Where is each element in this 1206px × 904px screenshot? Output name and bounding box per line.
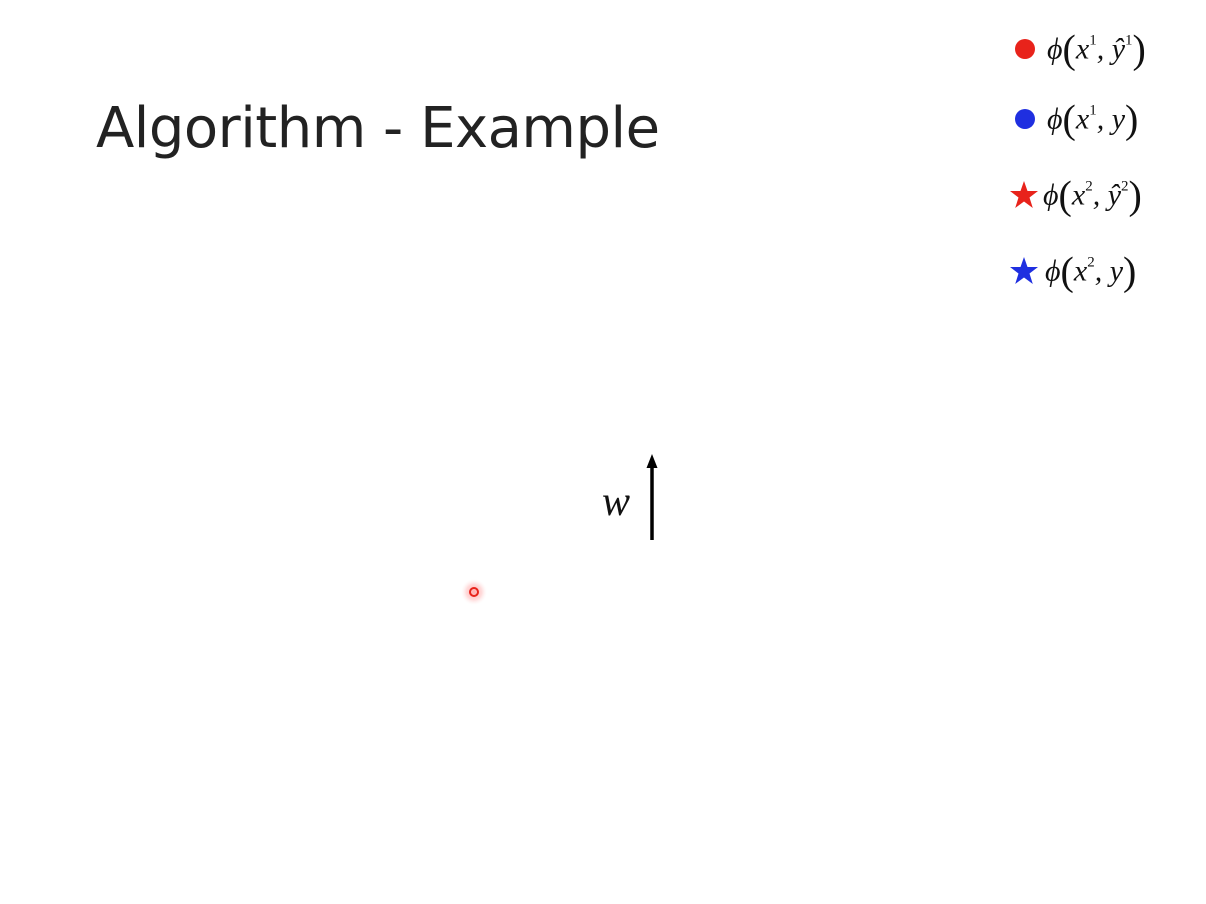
w-vector-label: w — [602, 479, 631, 525]
y-var: ŷ — [1111, 32, 1126, 66]
x-superscript: 1 — [1089, 102, 1097, 119]
legend-label: ϕ(x1, ŷ1) — [1047, 26, 1146, 72]
red-circle-icon — [1015, 39, 1035, 59]
x-var: x — [1075, 32, 1090, 66]
phi-symbol: ϕ — [1047, 102, 1063, 136]
legend-label: ϕ(x2, y) — [1045, 248, 1137, 294]
x-var: x — [1075, 102, 1090, 136]
y-superscript: 2 — [1121, 178, 1129, 195]
w-vector: w — [598, 452, 668, 544]
blue-circle-icon — [1015, 109, 1035, 129]
legend-label: ϕ(x1, y) — [1047, 96, 1139, 142]
x-superscript: 2 — [1085, 178, 1093, 195]
y-var: ŷ — [1107, 178, 1122, 212]
x-var: x — [1073, 254, 1088, 288]
slide-title: Algorithm - Example — [96, 96, 660, 161]
y-superscript: 1 — [1125, 32, 1133, 49]
x-superscript: 1 — [1089, 32, 1097, 49]
legend-item-blue-circle: ϕ(x1, y) — [1005, 84, 1200, 154]
x-var: x — [1071, 178, 1086, 212]
legend-item-red-circle: ϕ(x1, ŷ1) — [1005, 14, 1200, 84]
phi-symbol: ϕ — [1045, 254, 1061, 288]
phi-symbol: ϕ — [1043, 178, 1059, 212]
legend-item-blue-star: ϕ(x2, y) — [1005, 236, 1200, 306]
y-var: y — [1109, 254, 1124, 288]
phi-symbol: ϕ — [1047, 32, 1063, 66]
red-star-icon — [1010, 181, 1038, 208]
y-var: y — [1111, 102, 1126, 136]
laser-pointer-icon — [461, 579, 487, 605]
legend-item-red-star: ϕ(x2, ŷ2) — [1005, 160, 1200, 230]
x-superscript: 2 — [1087, 254, 1095, 271]
blue-star-icon — [1010, 257, 1038, 284]
legend-label: ϕ(x2, ŷ2) — [1043, 172, 1142, 218]
up-arrow-icon — [646, 454, 658, 540]
